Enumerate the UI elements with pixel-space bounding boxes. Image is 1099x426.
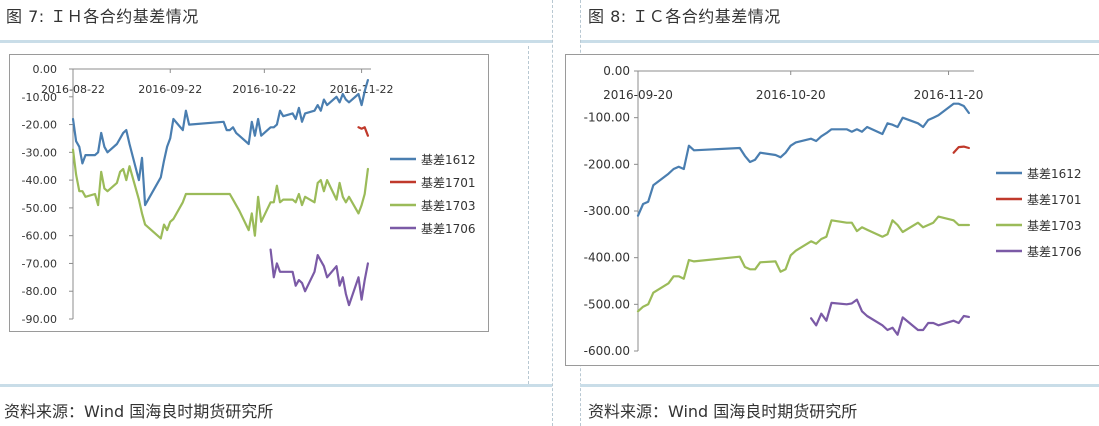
ih-basis-chart: 0.00 -10.00 -20.00 -30.00 -40.00 -50.00 -60.00… bbox=[22, 63, 476, 326]
figure-8-title: 图 8: ＩＣ各合约基差情况 bbox=[588, 7, 781, 26]
x-tick-label: 2016-11-22 bbox=[330, 83, 394, 96]
x-tick-label: 2016-09-20 bbox=[603, 88, 673, 102]
x-tick-label: 2016-08-22 bbox=[41, 83, 105, 96]
top-divider-left bbox=[0, 40, 552, 43]
legend-label: 基差1612 bbox=[421, 153, 476, 167]
bottom-divider-left bbox=[0, 384, 552, 387]
series-line-基差1612 bbox=[636, 102, 970, 217]
y-tick-label: -300.00 bbox=[584, 204, 630, 218]
ic-basis-chart: 0.00 -100.00 -200.00 -300.00 -400.00 -500.00 -… bbox=[584, 64, 1082, 358]
y-tick-label: -20.00 bbox=[22, 119, 57, 132]
legend-label: 基差1706 bbox=[421, 222, 476, 236]
y-tick-label: -200.00 bbox=[584, 157, 630, 171]
legend-label: 基差1703 bbox=[421, 199, 476, 213]
top-divider-right bbox=[580, 40, 1099, 43]
bottom-divider-right bbox=[580, 384, 1099, 387]
y-tick-label: -80.00 bbox=[22, 285, 57, 298]
ih-basis-chart-frame: 0.00 -10.00 -20.00 -30.00 -40.00 -50.00 -60.00… bbox=[9, 54, 489, 332]
y-tick-label: -100.00 bbox=[584, 111, 630, 125]
column-divider-center bbox=[552, 0, 553, 426]
figure-7-source: 资料来源：Wind 国海良时期货研究所 bbox=[4, 402, 274, 421]
ic-basis-chart-frame: 0.00 -100.00 -200.00 -300.00 -400.00 -500.00 -… bbox=[565, 54, 1099, 366]
x-tick-label: 2016-10-22 bbox=[232, 83, 296, 96]
x-tick-label: 2016-10-20 bbox=[756, 88, 826, 102]
y-tick-label: -60.00 bbox=[22, 230, 57, 243]
y-tick-label: 0.00 bbox=[603, 64, 630, 78]
y-tick-label: -70.00 bbox=[22, 257, 57, 270]
y-tick-label: -10.00 bbox=[22, 91, 57, 104]
y-tick-label: 0.00 bbox=[33, 63, 58, 76]
series-line-基差1706 bbox=[269, 248, 369, 307]
figure-8-source: 资料来源：Wind 国海良时期货研究所 bbox=[588, 402, 858, 421]
figure-7-title: 图 7: ＩＨ各合约基差情况 bbox=[6, 7, 199, 26]
series-line-基差1701 bbox=[952, 145, 970, 154]
series-line-基差1703 bbox=[71, 148, 369, 240]
legend-label: 基差1706 bbox=[1027, 245, 1082, 259]
legend-label: 基差1703 bbox=[1027, 219, 1082, 233]
column-divider-left bbox=[528, 46, 529, 384]
series-line-基差1612 bbox=[71, 79, 369, 207]
legend-label: 基差1701 bbox=[421, 176, 476, 190]
y-tick-label: -400.00 bbox=[584, 251, 630, 265]
y-tick-label: -40.00 bbox=[22, 174, 57, 187]
legend-label: 基差1612 bbox=[1027, 167, 1082, 181]
y-tick-label: -600.00 bbox=[584, 344, 630, 358]
x-tick-label: 2016-11-20 bbox=[914, 88, 984, 102]
legend-label: 基差1701 bbox=[1027, 193, 1082, 207]
y-tick-label: -90.00 bbox=[22, 313, 57, 326]
y-tick-label: -50.00 bbox=[22, 202, 57, 215]
series-line-基差1706 bbox=[810, 298, 970, 336]
series-line-基差1703 bbox=[636, 215, 970, 313]
y-tick-label: -500.00 bbox=[584, 297, 630, 311]
y-tick-label: -30.00 bbox=[22, 146, 57, 159]
x-tick-label: 2016-09-22 bbox=[138, 83, 202, 96]
series-line-基差1701 bbox=[357, 126, 369, 137]
